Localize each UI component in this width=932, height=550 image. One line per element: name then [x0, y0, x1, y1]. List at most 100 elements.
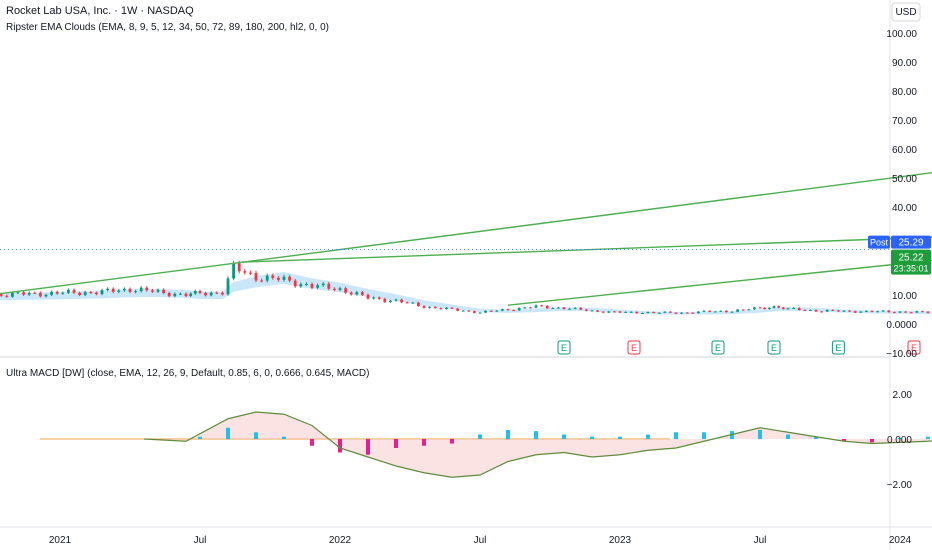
candle-body: [568, 308, 571, 310]
candle-body: [825, 309, 829, 312]
candle-body: [265, 275, 269, 281]
candle-body: [781, 307, 785, 309]
candle-body: [100, 290, 104, 295]
candle-body: [111, 288, 115, 292]
price-pane[interactable]: EEEEEEEEE: [0, 68, 932, 355]
candle-body: [585, 309, 588, 311]
candle-body: [67, 289, 70, 293]
candle-body: [753, 307, 756, 310]
last-price: 25.22: [898, 253, 923, 264]
macd-histogram-bar: [198, 436, 202, 439]
candle-body: [915, 311, 919, 313]
trendline[interactable]: [0, 68, 932, 295]
candle-body: [134, 291, 137, 293]
candle-body: [145, 287, 149, 291]
candle-body: [747, 309, 751, 311]
candle-body: [921, 311, 924, 313]
candle-body: [573, 307, 577, 309]
candle-body: [629, 311, 633, 313]
candle-body: [33, 292, 37, 294]
macd-histogram-bar: [590, 436, 594, 439]
macd-histogram-bar: [338, 439, 342, 453]
candle-body: [221, 292, 224, 295]
macd-histogram-bar: [254, 432, 258, 439]
candle-body: [106, 288, 109, 291]
earnings-marker[interactable]: [907, 340, 921, 355]
candle-body: [61, 292, 65, 294]
candle-body: [282, 276, 286, 280]
time-tick-label: Jul: [474, 535, 487, 546]
earnings-marker[interactable]: [557, 340, 571, 355]
candle-body: [887, 310, 891, 313]
trendline[interactable]: [507, 164, 932, 306]
candle-body: [652, 312, 655, 314]
candle-body: [260, 280, 263, 282]
candle-body: [355, 292, 359, 295]
candle-body: [848, 310, 851, 312]
candle-body: [204, 292, 207, 296]
candle-body: [366, 294, 370, 299]
candle-body: [184, 293, 188, 297]
earnings-marker-label: E: [715, 343, 721, 353]
candle-body: [22, 292, 25, 295]
candle-body: [55, 291, 59, 294]
candle-body: [277, 277, 280, 280]
candle-body: [702, 310, 706, 312]
candle-body: [484, 310, 487, 313]
candle-body: [456, 308, 459, 311]
candle-body: [405, 302, 409, 304]
candle-body: [719, 310, 723, 312]
macd-histogram-bar: [310, 439, 314, 446]
earnings-marker[interactable]: [627, 340, 641, 355]
candle-body: [11, 292, 14, 297]
candle-body: [792, 307, 795, 309]
trendline[interactable]: [241, 204, 932, 263]
candle-body: [557, 307, 560, 309]
candle-body: [870, 310, 874, 312]
candle-body: [853, 311, 857, 313]
post-price-box: [891, 235, 931, 249]
candle-body: [758, 307, 762, 309]
candle-body: [327, 283, 331, 289]
candle-body: [893, 312, 896, 314]
indicator-label: Ripster EMA Clouds (EMA, 8, 9, 5, 12, 34…: [6, 22, 329, 33]
last-price-box: [891, 249, 931, 275]
currency-button[interactable]: [891, 2, 921, 22]
time-tick-label: Jul: [194, 535, 207, 546]
candle-body: [377, 297, 381, 299]
candle-body: [607, 311, 611, 313]
price-tick-label: −10.00: [886, 349, 917, 360]
candle-body: [316, 285, 319, 288]
candle-body: [83, 292, 87, 295]
price-tick-label: 10.00: [892, 291, 917, 302]
candle-body: [590, 310, 594, 312]
candle-body: [663, 311, 667, 313]
earnings-marker[interactable]: [711, 340, 725, 355]
macd-tick-label: 0.000: [887, 435, 912, 446]
macd-histogram-bar: [674, 432, 678, 439]
macd-tick-label: 2.00: [893, 390, 913, 401]
candle-body: [669, 311, 672, 313]
price-tick-label: 90.00: [892, 58, 917, 69]
candle-body: [117, 290, 121, 292]
macd-histogram-bar: [926, 436, 930, 439]
candle-body: [78, 292, 81, 295]
candle-body: [305, 284, 308, 286]
candle-body: [881, 310, 885, 312]
candle-body: [803, 309, 807, 311]
candle-body: [646, 312, 650, 314]
candle-body: [50, 291, 53, 295]
candle-body: [394, 299, 398, 301]
candle-body: [383, 298, 387, 303]
candle-body: [445, 307, 448, 310]
candle-body: [450, 307, 454, 309]
candle-body: [736, 309, 739, 312]
candle-body: [624, 311, 627, 313]
macd-pane[interactable]: [40, 360, 932, 479]
earnings-marker[interactable]: [831, 340, 845, 355]
candle-body: [27, 292, 31, 295]
candle-body: [349, 292, 353, 295]
earnings-marker[interactable]: [767, 340, 781, 355]
candle-body: [123, 288, 126, 291]
